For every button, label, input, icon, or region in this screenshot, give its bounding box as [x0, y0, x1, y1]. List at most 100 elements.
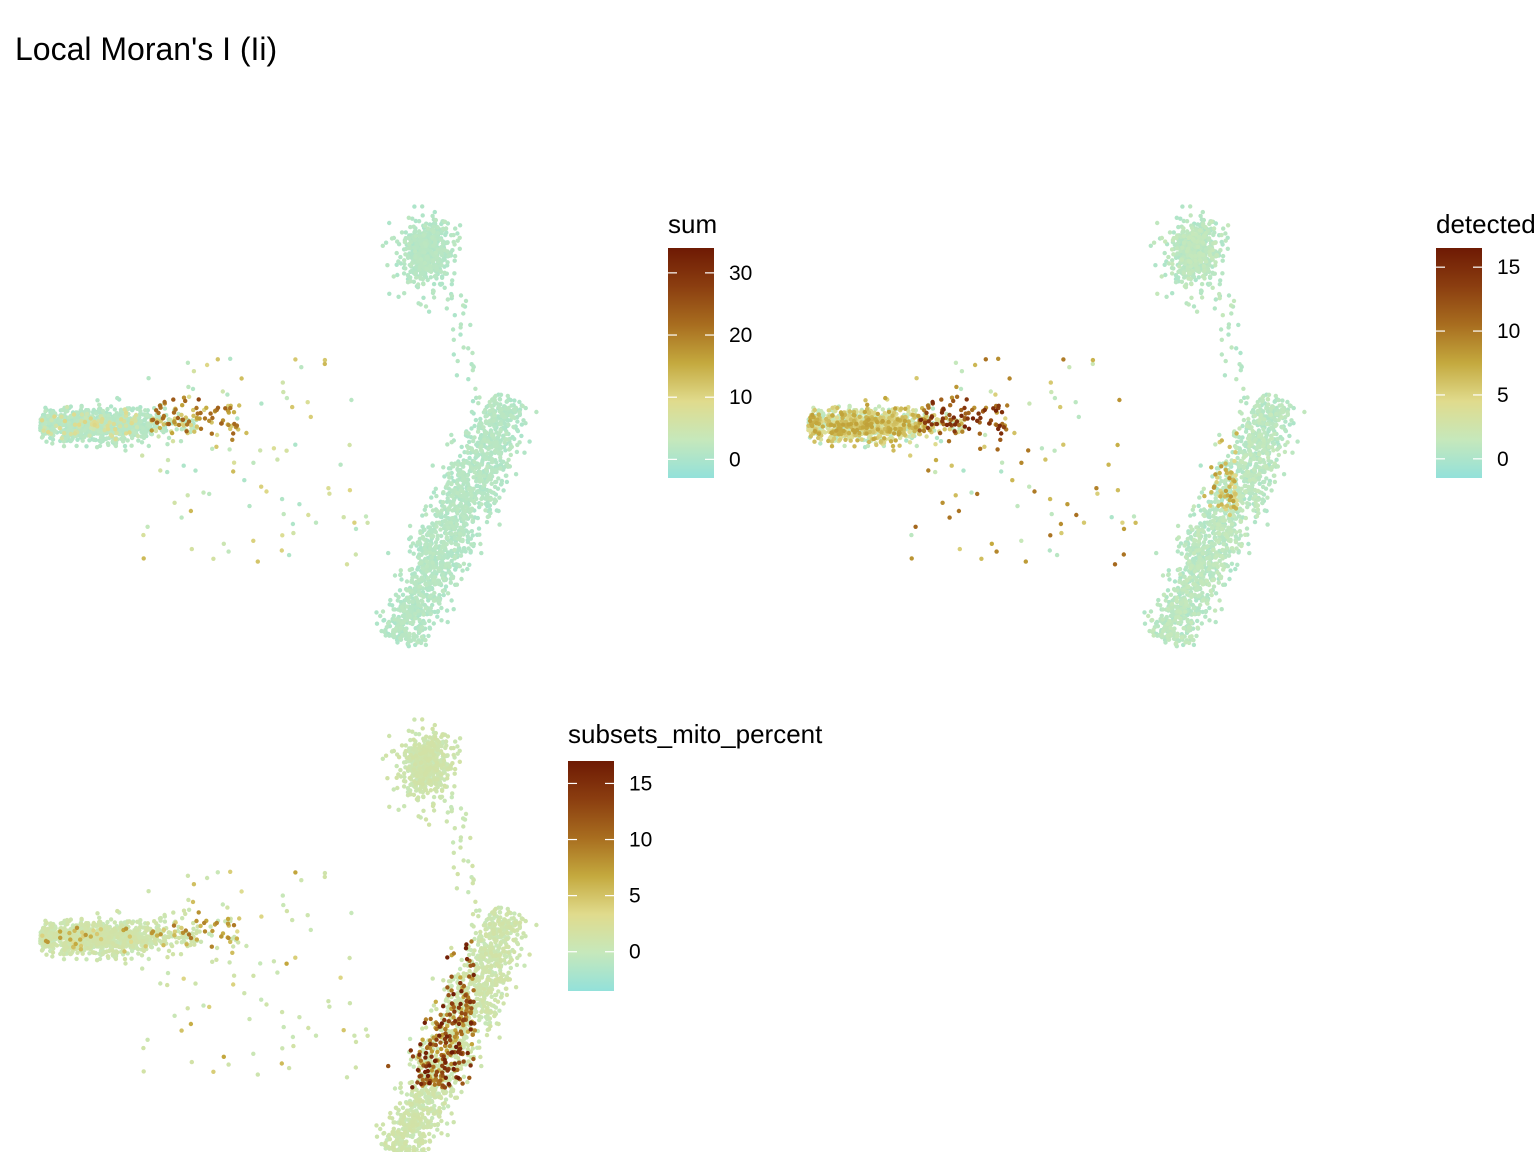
cell-point	[1271, 441, 1277, 446]
cell-point	[502, 421, 508, 426]
cell-point	[453, 531, 458, 536]
cell-point	[428, 263, 433, 269]
cell-point	[432, 274, 437, 279]
cell-point	[1185, 536, 1190, 542]
cell-point	[417, 617, 422, 623]
cell-point	[445, 619, 450, 625]
cell-point	[406, 241, 412, 247]
cell-point	[487, 503, 493, 508]
cell-point	[1219, 337, 1224, 342]
cell-point	[1290, 450, 1295, 455]
cell-point	[123, 410, 129, 415]
cell-point	[1255, 399, 1260, 405]
cell-point	[87, 438, 92, 443]
cell-point	[1173, 280, 1179, 285]
cell-point	[423, 542, 428, 547]
cell-point	[427, 222, 432, 227]
cell-point	[440, 545, 445, 550]
cell-point	[395, 239, 400, 244]
cell-point	[1242, 477, 1248, 483]
cell-point	[1167, 230, 1173, 235]
cell-point	[231, 469, 236, 474]
cell-point	[460, 303, 466, 308]
cell-point	[455, 511, 460, 516]
cell-point	[68, 425, 73, 430]
cell-point	[466, 346, 471, 351]
cell-point	[82, 419, 88, 425]
cell-point	[1245, 501, 1250, 506]
cell-point	[504, 479, 510, 485]
cell-point	[423, 304, 429, 309]
cell-point	[439, 562, 444, 568]
cell-point	[431, 534, 436, 539]
cell-point	[1220, 258, 1225, 263]
cell-point	[398, 572, 403, 578]
cell-point	[467, 562, 472, 567]
cell-point	[230, 437, 235, 442]
cell-point	[109, 433, 115, 439]
cell-point	[1257, 441, 1262, 447]
cell-point	[113, 427, 118, 432]
cell-point	[68, 404, 74, 409]
cell-point	[408, 620, 413, 626]
cell-point	[512, 436, 517, 442]
cell-point	[44, 439, 49, 444]
cell-point	[192, 429, 197, 434]
cell-point	[1226, 553, 1232, 558]
cell-point	[1246, 541, 1251, 547]
cell-point	[308, 414, 313, 420]
cell-point	[455, 507, 461, 512]
cell-point	[352, 520, 357, 525]
cell-point	[100, 408, 106, 414]
cell-point	[445, 442, 450, 447]
cell-point	[313, 520, 319, 525]
cell-point	[380, 609, 386, 614]
cell-point	[179, 515, 184, 520]
cell-point	[1142, 610, 1147, 615]
cell-point	[1262, 469, 1267, 475]
cell-point	[424, 569, 429, 574]
cell-point	[443, 562, 448, 567]
cell-point	[423, 504, 429, 509]
cell-point	[71, 412, 77, 417]
cell-point	[458, 501, 463, 506]
cell-point	[493, 393, 498, 399]
cell-point	[1178, 216, 1183, 221]
cell-point	[141, 556, 146, 561]
cell-point	[472, 459, 477, 465]
cell-point	[1188, 599, 1193, 604]
cell-point	[389, 236, 395, 241]
cell-point	[465, 491, 470, 497]
cell-point	[1248, 458, 1253, 464]
cell-point	[445, 260, 450, 265]
cell-point	[426, 309, 432, 314]
cell-point	[396, 617, 402, 623]
cell-point	[501, 488, 506, 493]
cell-point	[189, 546, 194, 552]
cell-point	[338, 462, 343, 467]
cell-point	[1238, 399, 1244, 404]
cell-point	[1166, 261, 1172, 266]
cell-point	[78, 434, 84, 439]
cell-point	[411, 632, 416, 637]
cell-point	[428, 267, 433, 272]
cell-point	[406, 598, 411, 604]
cell-point	[1180, 230, 1185, 235]
cell-point	[428, 539, 433, 544]
cell-point	[478, 445, 483, 450]
cell-point	[465, 450, 470, 455]
cell-point	[493, 467, 499, 473]
cell-point	[1198, 213, 1203, 219]
cell-point	[470, 350, 475, 356]
cell-point	[396, 294, 401, 299]
cell-point	[472, 470, 477, 475]
cell-point	[281, 511, 286, 517]
cell-point	[185, 493, 190, 498]
cell-point	[961, 468, 966, 473]
cell-point	[1228, 568, 1233, 573]
cell-point	[1191, 542, 1196, 547]
cell-point	[406, 595, 412, 600]
cell-point	[422, 572, 428, 577]
cell-point	[410, 541, 416, 546]
cell-point	[1176, 544, 1182, 549]
